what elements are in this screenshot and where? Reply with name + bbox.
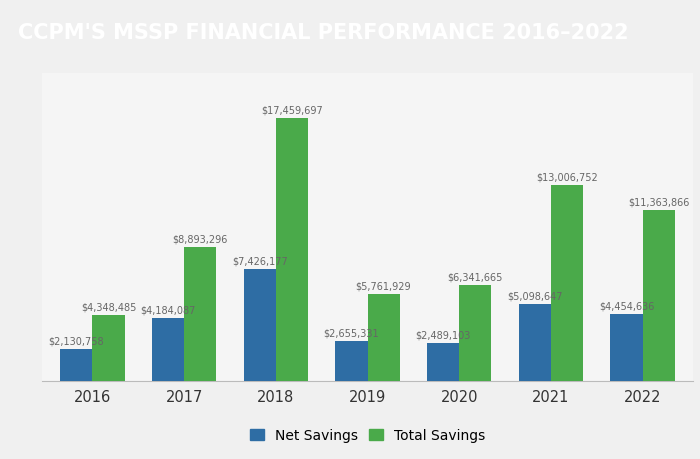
Text: $17,459,697: $17,459,697 [261, 105, 323, 115]
Text: CCPM'S MSSP FINANCIAL PERFORMANCE 2016–2022: CCPM'S MSSP FINANCIAL PERFORMANCE 2016–2… [18, 23, 628, 43]
Bar [427, 344, 459, 381]
Text: $2,489,103: $2,489,103 [416, 330, 471, 340]
Text: $11,363,866: $11,363,866 [628, 197, 690, 207]
Legend: Net Savings, Total Savings: Net Savings, Total Savings [244, 423, 491, 448]
Text: $4,348,485: $4,348,485 [80, 302, 136, 312]
Bar [92, 316, 125, 381]
Text: $2,130,758: $2,130,758 [48, 335, 104, 345]
Text: $8,893,296: $8,893,296 [172, 234, 228, 244]
Bar [519, 304, 551, 381]
Text: $5,761,929: $5,761,929 [356, 281, 412, 291]
Bar [459, 286, 491, 381]
Text: $13,006,752: $13,006,752 [536, 172, 598, 182]
Text: $4,184,087: $4,184,087 [141, 304, 196, 314]
Text: $2,655,331: $2,655,331 [323, 327, 379, 337]
Bar [643, 211, 675, 381]
Bar [184, 247, 216, 381]
Text: $5,098,647: $5,098,647 [507, 291, 563, 301]
Text: $4,454,636: $4,454,636 [598, 300, 654, 310]
Bar [610, 314, 643, 381]
Bar [244, 269, 276, 381]
Bar [60, 349, 92, 381]
Bar [368, 295, 400, 381]
Bar [335, 341, 368, 381]
Text: $7,426,177: $7,426,177 [232, 256, 288, 266]
Bar [551, 186, 583, 381]
Bar [276, 119, 308, 381]
Bar [152, 318, 184, 381]
Text: $6,341,665: $6,341,665 [447, 272, 503, 282]
